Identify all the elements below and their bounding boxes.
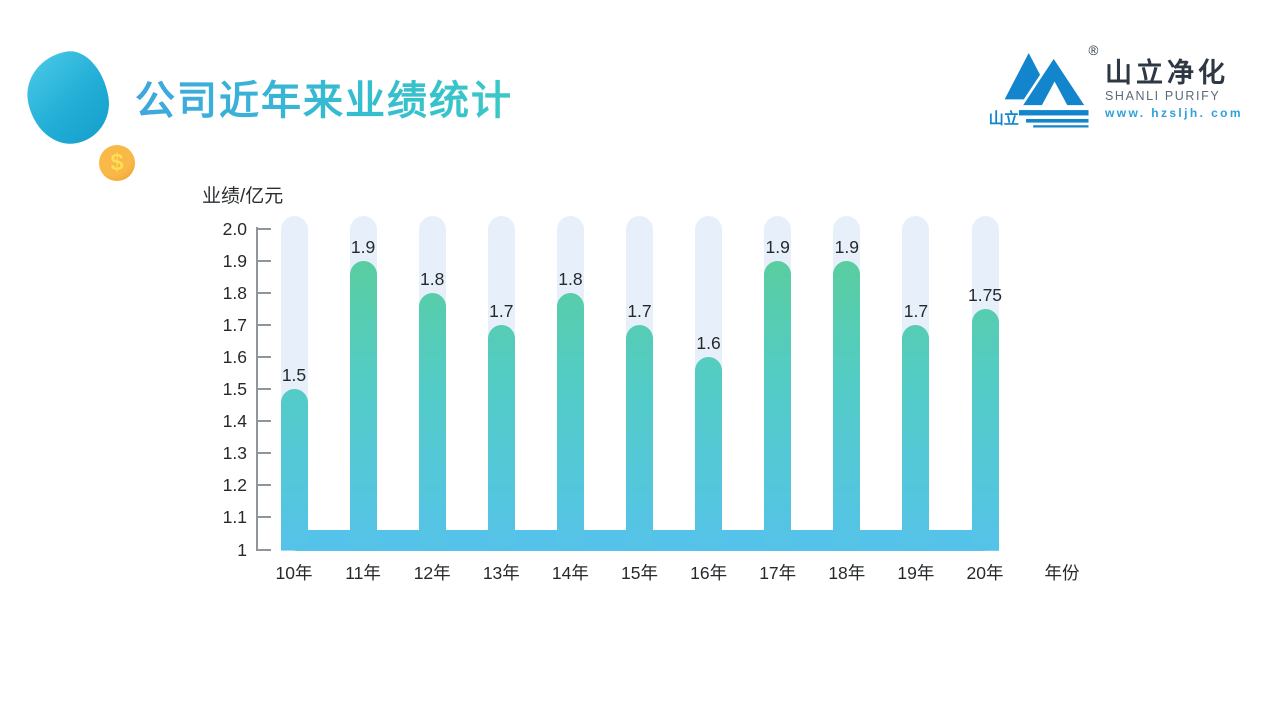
y-axis-tick bbox=[258, 291, 271, 294]
bar-value-label: 1.7 bbox=[903, 300, 929, 321]
bar-value-label: 1.9 bbox=[765, 236, 790, 257]
bar-value-label: 1.5 bbox=[281, 365, 307, 385]
coin-icon: $ bbox=[99, 145, 135, 181]
x-tick-label: 14年 bbox=[551, 563, 589, 583]
bar bbox=[349, 260, 377, 551]
x-tick-label: 15年 bbox=[621, 563, 658, 583]
y-axis-tick bbox=[258, 420, 271, 423]
logo-cn-name: 山立净化 bbox=[1105, 58, 1229, 88]
y-tick-label: 1.5 bbox=[222, 379, 247, 399]
y-tick-label: 1.4 bbox=[222, 411, 247, 432]
bar bbox=[695, 356, 723, 551]
y-axis-tick bbox=[258, 227, 271, 230]
x-tick-label: 19年 bbox=[897, 563, 935, 583]
bar bbox=[764, 260, 792, 551]
bar bbox=[487, 324, 515, 551]
y-tick-label: 1.8 bbox=[222, 282, 247, 303]
y-tick-label: 1.6 bbox=[222, 346, 247, 367]
x-tick-label: 10年 bbox=[275, 563, 313, 583]
logo-en-name: SHANLI PURIFY bbox=[1105, 89, 1221, 103]
y-tick-label: 1.1 bbox=[222, 507, 247, 528]
x-tick-label: 18年 bbox=[828, 563, 866, 583]
logo-website: www. hzsljh. com bbox=[1105, 105, 1243, 120]
company-logo: 山立 ® 山立净化 SHANLI PURIFY www. hzsljh. com bbox=[985, 42, 1241, 132]
mountain-logo-icon: 山立 ® bbox=[989, 43, 1099, 128]
bar-value-label: 1.75 bbox=[967, 284, 1003, 305]
y-axis-tick bbox=[258, 548, 271, 551]
bar bbox=[280, 389, 308, 551]
y-axis-tick bbox=[258, 355, 271, 358]
y-axis-tick bbox=[258, 452, 271, 455]
bar-value-label: 1.9 bbox=[350, 236, 376, 257]
svg-text:山立: 山立 bbox=[989, 109, 1019, 127]
bar bbox=[902, 324, 930, 551]
x-tick-label: 17年 bbox=[759, 563, 797, 583]
bar-value-label: 1.6 bbox=[696, 332, 721, 353]
y-tick-label: 1 bbox=[237, 539, 247, 560]
y-tick-label: 1.2 bbox=[222, 475, 247, 496]
x-tick-label: 20年 bbox=[966, 563, 1004, 583]
x-axis-title: 年份 bbox=[1044, 563, 1080, 583]
y-axis-tick bbox=[258, 484, 271, 487]
x-tick-label: 13年 bbox=[482, 563, 520, 583]
y-tick-label: 1.3 bbox=[222, 443, 247, 464]
y-axis-title: 业绩/亿元 bbox=[202, 186, 284, 207]
y-tick-label: 2.0 bbox=[222, 218, 247, 239]
y-tick-label: 1.7 bbox=[222, 314, 247, 335]
svg-text:®: ® bbox=[1089, 43, 1099, 58]
y-axis-line bbox=[256, 226, 258, 551]
logo-text-block: 山立净化 SHANLI PURIFY www. hzsljh. com bbox=[1105, 42, 1243, 119]
x-tick-label: 11年 bbox=[345, 563, 381, 583]
x-tick-label: 16年 bbox=[690, 563, 728, 583]
bar bbox=[556, 292, 584, 551]
bar bbox=[833, 260, 861, 551]
y-tick-label: 1.9 bbox=[222, 250, 247, 271]
y-axis-tick bbox=[258, 516, 271, 519]
bar-value-label: 1.7 bbox=[627, 300, 652, 321]
y-axis-tick bbox=[258, 388, 271, 390]
x-tick-label: 12年 bbox=[413, 563, 451, 583]
bar-value-label: 1.8 bbox=[420, 268, 445, 289]
page-title: 公司近年来业绩统计 bbox=[135, 68, 513, 126]
bar-value-label: 1.7 bbox=[489, 300, 514, 321]
bar bbox=[418, 292, 446, 551]
y-axis-tick bbox=[258, 323, 271, 326]
bar bbox=[626, 324, 653, 551]
y-axis-tick bbox=[258, 259, 271, 262]
bar-value-label: 1.8 bbox=[558, 268, 583, 289]
dollar-symbol: $ bbox=[110, 149, 124, 176]
bar bbox=[971, 308, 999, 551]
bar-value-label: 1.9 bbox=[834, 236, 859, 257]
